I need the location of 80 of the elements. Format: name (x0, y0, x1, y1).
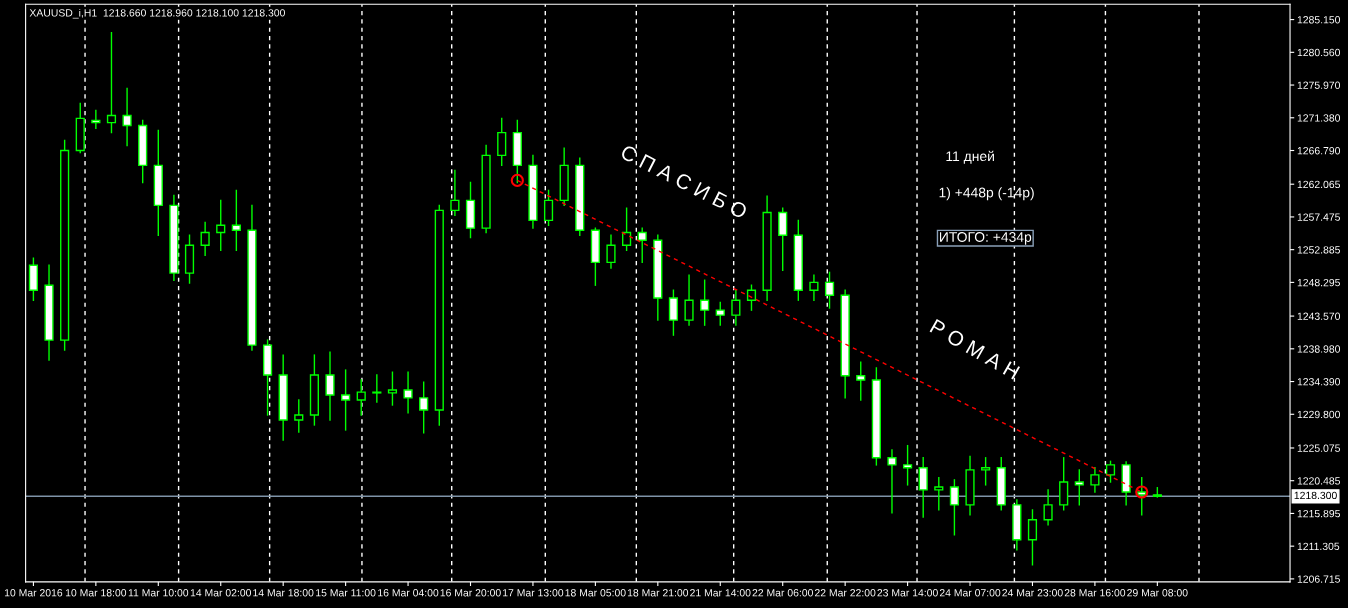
candlestick (1074, 469, 1084, 506)
y-tick-label: 1234.390 (1297, 378, 1341, 386)
candlestick (341, 369, 351, 431)
y-tick-label: 1211.305 (1297, 542, 1340, 551)
x-tick-label: 10 Mar 2016 (4, 589, 63, 597)
candlestick (622, 207, 632, 251)
x-tick-label: 23 Mar 14:00 (877, 589, 938, 597)
chart-title: XAUUSD_i,H1 1218.660 1218.960 1218.100 1218.300 (29, 8, 285, 19)
annotation: Р О М А Н (929, 318, 1021, 380)
candlestick (356, 379, 366, 416)
ref-line-label: 1218.300 (1294, 491, 1337, 500)
x-tick-label: 16 Mar 04:00 (378, 589, 439, 597)
candlestick (419, 381, 429, 434)
y-tick-label: 1275.970 (1297, 81, 1341, 89)
candlestick (216, 199, 226, 251)
y-tick-label: 1225.075 (1297, 444, 1340, 452)
candlestick (1027, 509, 1038, 566)
candlestick (497, 117, 507, 167)
x-tick-label: 17 Mar 13:00 (503, 589, 564, 597)
candlestick (387, 371, 398, 406)
annotation: 11 дней (946, 150, 994, 164)
y-tick-label: 1271.380 (1297, 114, 1341, 122)
candlestick (684, 274, 694, 326)
candlestick (715, 301, 725, 326)
y-tick-label: 1262.065 (1297, 180, 1340, 189)
candlestick (700, 279, 710, 326)
candlestick (949, 479, 960, 536)
x-tick-label: 21 Mar 14:00 (690, 589, 751, 597)
y-tick-label: 1248.295 (1297, 278, 1340, 287)
x-tick-label: 22 Mar 06:00 (752, 589, 813, 597)
candlestick (856, 361, 866, 401)
x-tick-label: 14 Mar 02:00 (190, 589, 252, 597)
candlestick (1090, 467, 1100, 493)
x-tick-label: 24 Mar 07:00 (939, 589, 1001, 597)
y-tick-label: 1215.895 (1297, 509, 1340, 518)
candlestick (981, 457, 991, 486)
x-tick-label: 22 Mar 22:00 (814, 589, 876, 597)
x-tick-label: 24 Mar 23:00 (1002, 589, 1063, 597)
candlestick (731, 289, 741, 326)
y-tick-label: 1280.560 (1297, 48, 1341, 57)
candlestick (122, 87, 132, 147)
candlestick (200, 221, 210, 256)
candlestick (543, 189, 554, 227)
candlestick (778, 207, 788, 271)
y-tick-label: 1266.790 (1297, 147, 1341, 155)
candlestick (887, 449, 897, 514)
y-tick-label: 1243.570 (1297, 312, 1341, 320)
x-tick-label: 29 Mar 08:00 (1127, 589, 1188, 597)
candlestick (403, 371, 413, 414)
candlestick (902, 444, 913, 486)
y-tick-label: 1206.715 (1297, 575, 1340, 583)
x-tick-label: 14 Mar 18:00 (253, 589, 314, 597)
x-tick-label: 10 Mar 18:00 (65, 589, 127, 597)
x-tick-label: 28 Mar 16:00 (1064, 589, 1126, 597)
candlestick (934, 477, 944, 511)
x-tick-label: 15 Mar 11:00 (316, 589, 376, 597)
x-tick-label: 16 Mar 20:00 (440, 589, 501, 597)
candlestick (372, 374, 382, 403)
candlestick (606, 234, 616, 269)
candlestick (1043, 489, 1053, 526)
y-tick-label: 1285.150 (1297, 16, 1341, 24)
candlestick (450, 169, 460, 217)
candlestick (325, 351, 335, 421)
x-tick-label: 18 Mar 05:00 (565, 589, 626, 597)
candlestick (1105, 460, 1116, 483)
candlestick (231, 189, 241, 251)
candlestick (294, 399, 304, 433)
candlestick (1059, 457, 1069, 511)
candlestick (668, 289, 679, 336)
x-tick-label: 11 Mar 10:00 (128, 589, 189, 597)
y-tick-label: 1257.475 (1297, 213, 1340, 221)
candlestick (809, 274, 819, 301)
y-tick-label: 1229.800 (1297, 410, 1341, 419)
annotation: ИТОГО: +434р (939, 232, 1032, 245)
candlestick (106, 32, 117, 134)
x-tick-label: 18 Mar 21:00 (627, 589, 689, 597)
y-tick-label: 1252.885 (1297, 246, 1340, 254)
annotation: 1) +448р (-14р) (939, 187, 1034, 201)
y-tick-label: 1238.980 (1297, 345, 1341, 353)
y-tick-label: 1220.485 (1297, 477, 1340, 485)
